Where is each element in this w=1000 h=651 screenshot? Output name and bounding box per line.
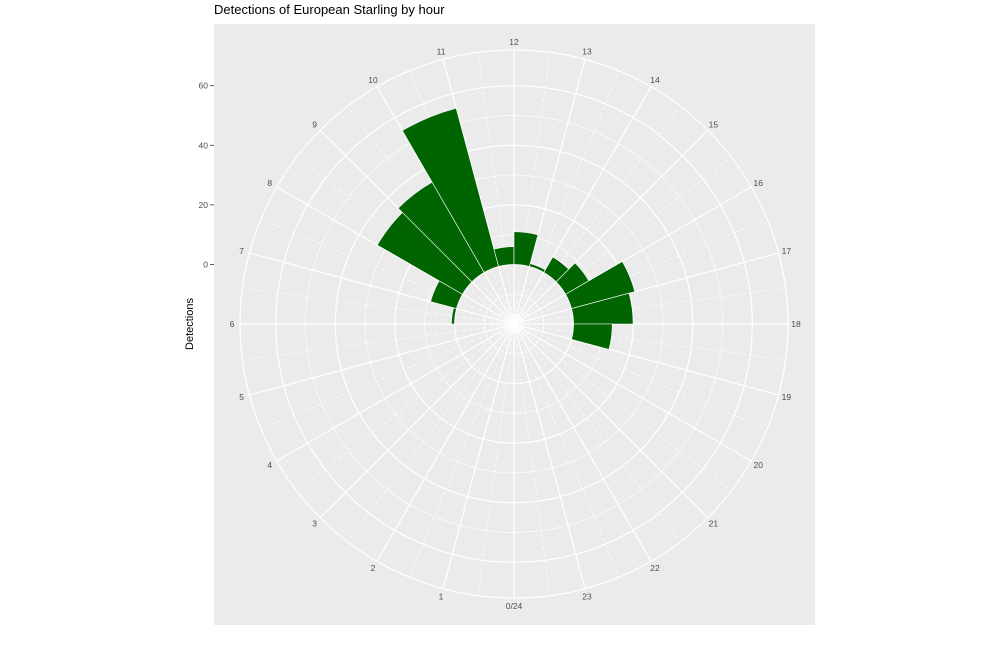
minor-spoke [513,287,786,325]
hour-label-17: 17 [782,246,792,256]
chart-title: Detections of European Starling by hour [214,2,445,17]
minor-spoke [513,218,768,325]
major-spoke [513,252,779,325]
major-spoke [442,323,515,589]
hour-label-0: 0/24 [506,601,523,611]
hour-label-16: 16 [753,178,763,188]
minor-spoke [513,323,682,542]
minor-spoke [513,323,732,492]
bar-hour-16.5 [565,261,636,309]
bar-hour-10.5 [401,107,499,273]
major-spoke [513,86,652,325]
minor-spoke [296,323,515,492]
hour-label-5: 5 [239,392,244,402]
hour-label-6: 6 [230,319,235,329]
minor-spoke [477,52,515,325]
hour-label-15: 15 [709,120,719,130]
hour-label-9: 9 [312,120,317,130]
grid-lines [239,49,789,599]
hour-label-20: 20 [753,460,763,470]
hour-label-14: 14 [650,75,660,85]
minor-spoke [260,323,515,430]
minor-spoke [513,52,551,325]
hour-labels: 0/24123456789101112131415161718192021222… [230,37,801,611]
major-spoke [249,252,515,325]
y-axis-title: Detections [184,298,196,350]
hour-label-4: 4 [267,460,272,470]
major-spoke [513,323,652,562]
major-spoke [319,323,515,519]
bar-hour-12.5 [513,231,539,267]
major-spoke [513,186,752,325]
bar-hour-17.5 [571,292,634,325]
hour-label-18: 18 [791,319,801,329]
minor-spoke [477,323,515,596]
hour-label-2: 2 [371,563,376,573]
hour-label-22: 22 [650,563,660,573]
y-tick-label: 40 [199,140,209,150]
hour-label-21: 21 [709,518,719,528]
hour-label-8: 8 [267,178,272,188]
minor-spoke [513,323,768,430]
minor-spoke [408,323,515,578]
hour-label-10: 10 [368,75,378,85]
hour-label-3: 3 [312,518,317,528]
minor-spoke [513,323,551,596]
y-tick-label: 20 [199,200,209,210]
bars [376,107,636,350]
minor-spoke [513,106,682,325]
hour-label-13: 13 [582,47,592,57]
bar-hour-18.5 [571,323,613,350]
major-spoke [513,129,709,325]
hour-label-11: 11 [437,47,446,57]
y-tick-label: 0 [203,259,208,269]
major-spoke [513,323,586,589]
hour-label-19: 19 [782,392,792,402]
hour-label-12: 12 [509,37,519,47]
minor-spoke [260,218,515,325]
major-spoke [513,323,752,462]
y-axis: 0 20 40 60 [199,81,214,269]
major-spoke [276,323,515,462]
y-tick-label: 60 [199,81,209,91]
major-spoke [376,323,515,562]
major-spoke [513,323,709,519]
hour-label-23: 23 [582,591,592,601]
minor-spoke [242,323,515,361]
minor-spoke [346,323,515,542]
minor-spoke [513,156,732,325]
hour-label-7: 7 [239,246,244,256]
minor-spoke [513,70,620,325]
major-spoke [249,323,515,396]
major-spoke [513,323,779,396]
hour-label-1: 1 [439,591,444,601]
minor-spoke [242,287,515,325]
major-spoke [513,59,586,325]
minor-spoke [513,323,786,361]
minor-spoke [513,323,620,578]
